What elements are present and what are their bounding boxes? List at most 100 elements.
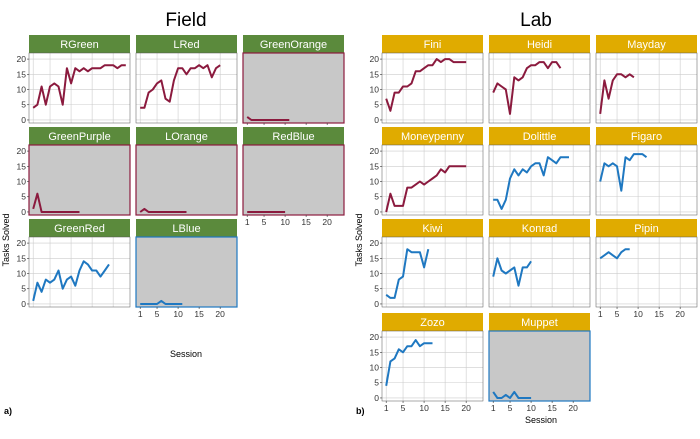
lab-fini-strip [382,35,483,53]
lab-fini-border [381,52,484,124]
lab-dolittle-series-line [493,156,569,210]
lab-kiwi-facet: Kiwi 0 5 10 15 20 [370,219,484,309]
field-lred-plot-area [136,53,237,123]
field-greenpurple-y-tick-label: 0 [21,207,26,217]
lab-konrad-series-line [492,257,532,287]
lab-zozo-border [381,330,484,402]
field-lred-strip [136,35,237,53]
field-redblue-x-tick-label: 15 [301,217,311,227]
field-redblue-x-tick-label: 1 [245,217,250,227]
field-rgreen-strip-label: RGreen [60,39,99,51]
field-greenpurple-strip [29,127,130,145]
field-greenpurple-y-tick-label: 15 [17,161,27,171]
lab-kiwi-border [381,236,484,308]
lab-konrad-strip [489,219,590,237]
field-y-axis-label: Tasks Solved [1,213,11,266]
lab-zozo-y-tick-label: 20 [370,332,380,342]
lab-mayday-strip-label: Mayday [627,39,666,51]
field-greenred-y-tick-label: 15 [17,253,27,263]
lab-zozo-x-tick-label: 15 [440,403,450,413]
lab-konrad-strip-label: Konrad [522,223,557,235]
field-rgreen-y-tick-label: 15 [17,69,27,79]
field-lred-series-line [140,64,221,109]
lab-figaro-plot-area [596,145,697,215]
lab-moneypenny-y-tick-label: 10 [370,177,380,187]
lab-konrad-border [488,236,591,308]
lab-fini-y-tick-label: 5 [374,100,379,110]
field-rgreen-y-tick-label: 5 [21,100,26,110]
lab-kiwi-strip [382,219,483,237]
field-redblue-border [242,144,345,216]
lab-zozo-x-tick-label: 20 [461,403,471,413]
field-lorange-strip [136,127,237,145]
lab-muppet-x-tick-label: 10 [526,403,536,413]
field-rgreen-facet: RGreen 0 5 10 15 20 [17,35,131,125]
field-greenred-strip-label: GreenRed [54,223,105,235]
field-lblue-x-tick-label: 20 [215,309,225,319]
field-lred-strip-label: LRed [173,39,199,51]
field-redblue-x-tick-label: 10 [280,217,290,227]
lab-zozo-y-tick-label: 0 [374,393,379,403]
lab-fini-y-tick-label: 20 [370,54,380,64]
lab-pipin-x-tick-label: 5 [615,309,620,319]
lab-muppet-x-tick-label: 20 [568,403,578,413]
lab-zozo-y-tick-label: 10 [370,363,380,373]
field-lorange-facet: LOrange [135,127,238,216]
lab-panel-label: b) [356,406,365,416]
lab-figaro-series-line [599,153,648,192]
field-panel-label: a) [4,406,12,416]
lab-muppet-strip-label: Muppet [521,317,558,329]
lab-kiwi-y-tick-label: 15 [370,253,380,263]
field-greenorange-series-line [246,116,290,121]
lab-zozo-strip [382,313,483,331]
lab-zozo-y-tick-label: 5 [374,378,379,388]
lab-pipin-border [595,236,698,308]
field-lblue-x-tick-label: 5 [155,309,160,319]
lab-heidi-strip-label: Heidi [527,39,552,51]
lab-heidi-strip [489,35,590,53]
lab-figaro-facet: Figaro [595,127,698,216]
field-lblue-plot-area [136,237,237,307]
lab-muppet-strip [489,313,590,331]
lab-muppet-plot-area [489,331,590,401]
field-lblue-x-tick-label: 15 [194,309,204,319]
field-lblue-x-tick-label: 1 [138,309,143,319]
lab-konrad-facet: Konrad [488,219,591,308]
field-rgreen-strip [29,35,130,53]
lab-zozo-series-line [385,339,433,386]
field-greenpurple-border [28,144,131,216]
lab-kiwi-plot-area [382,237,483,307]
lab-fini-strip-label: Fini [424,39,442,51]
field-greenred-series-line [32,260,110,302]
field-greenorange-border [242,52,345,124]
lab-zozo-x-tick-label: 10 [419,403,429,413]
lab-kiwi-series-line [385,248,430,299]
field-lorange-strip-label: LOrange [165,131,208,143]
lab-zozo-strip-label: Zozo [420,317,444,329]
field-redblue-strip-label: RedBlue [272,131,314,143]
field-lred-border [135,52,238,124]
lab-moneypenny-y-tick-label: 0 [374,207,379,217]
lab-pipin-x-tick-label: 15 [654,309,664,319]
lab-figaro-strip [596,127,697,145]
field-greenred-y-tick-label: 0 [21,299,26,309]
lab-pipin-x-tick-label: 20 [675,309,685,319]
lab-pipin-x-tick-label: 1 [598,309,603,319]
field-redblue-plot-area [243,145,344,215]
field-lorange-plot-area [136,145,237,215]
lab-moneypenny-strip [382,127,483,145]
lab-pipin-strip [596,219,697,237]
lab-kiwi-y-tick-label: 0 [374,299,379,309]
field-lorange-border [135,144,238,216]
field-greenred-y-tick-label: 5 [21,284,26,294]
lab-moneypenny-series-line [385,165,467,213]
lab-pipin-strip-label: Pipin [634,223,658,235]
field-greenorange-strip-label: GreenOrange [260,39,327,51]
lab-heidi-border [488,52,591,124]
field-redblue-strip [243,127,344,145]
field-greenpurple-y-tick-label: 10 [17,177,27,187]
field-greenred-strip [29,219,130,237]
